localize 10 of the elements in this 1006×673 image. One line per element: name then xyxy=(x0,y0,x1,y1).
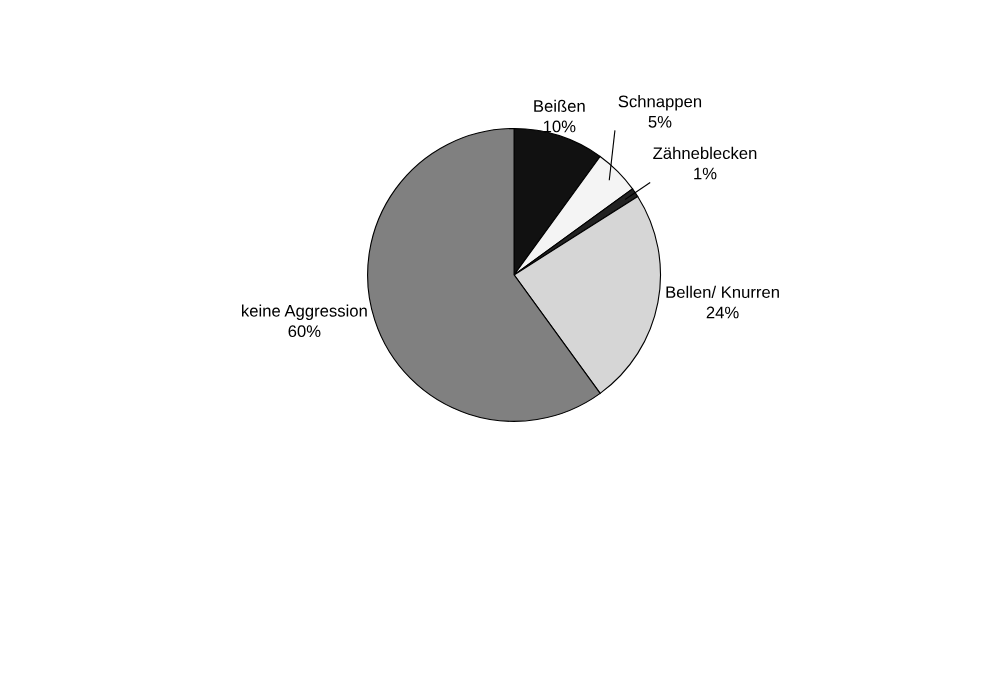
slice-label: Zähneblecken xyxy=(653,146,757,160)
slice-label: Schnappen xyxy=(618,95,702,111)
slice-label: keine Aggression xyxy=(242,304,367,321)
data-label: 60% xyxy=(288,325,321,338)
slice-label: Beißen xyxy=(534,99,585,112)
data-label: 24% xyxy=(706,306,739,319)
slice-label: Bellen/ Knurren xyxy=(666,285,779,299)
data-label: 10% xyxy=(543,120,576,133)
data-label: 5% xyxy=(648,115,672,128)
data-label: 1% xyxy=(694,167,717,180)
